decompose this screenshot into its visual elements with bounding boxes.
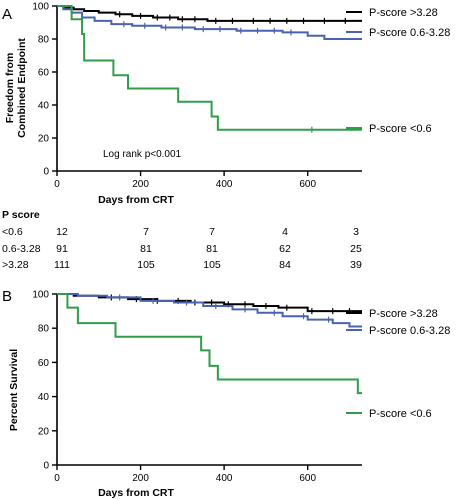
- panel-b-x-tick-label: 0: [54, 473, 60, 484]
- panel-a-legend-label-0: P-score >3.28: [369, 7, 438, 19]
- risk-table-cell: 81: [140, 243, 152, 255]
- risk-table-cell: 3: [353, 226, 359, 238]
- panel-b-legend-label-1: P-score 0.6-3.28: [369, 325, 450, 337]
- panel-a-series-line-1: [57, 5, 362, 40]
- panel-a-y-tick-label: 80: [38, 35, 50, 46]
- risk-table-cell: 7: [209, 226, 215, 238]
- risk-table-cell: 111: [54, 259, 70, 271]
- panel-b-y-axis-label: Percent Survival: [8, 349, 20, 431]
- panel-a-legend-label-1: P-score 0.6-3.28: [369, 27, 450, 39]
- panel-a-series-line-0: [57, 5, 362, 22]
- panel-a-x-axis-label: Days from CRT: [98, 194, 174, 206]
- risk-table-cell: 62: [279, 243, 291, 255]
- panel-b-x-tick-label: 400: [216, 473, 233, 484]
- panel-b-y-tick-label: 80: [38, 324, 50, 335]
- risk-table-cell: 91: [56, 243, 68, 255]
- panel-b-series-line-1: [57, 293, 362, 328]
- panel-a-x-tick-label: 600: [299, 179, 316, 190]
- panel-a-log-rank-annotation: Log rank p<0.001: [103, 149, 182, 160]
- risk-table-cell: 105: [137, 259, 155, 271]
- panel-a-y-tick-label: 20: [38, 134, 50, 145]
- panel-b-y-tick-label: 0: [43, 461, 49, 472]
- panel-b-x-axis-label: Days from CRT: [98, 487, 174, 499]
- risk-table-header: P score: [2, 209, 40, 221]
- panel-b-x-tick-label: 600: [299, 473, 316, 484]
- risk-table-cell: 12: [56, 226, 68, 238]
- panel-a-axes: [56, 6, 362, 172]
- risk-table-cell: 4: [282, 226, 288, 238]
- risk-table-row-label: >3.28: [2, 259, 29, 271]
- panel-a-x-tick-label: 200: [132, 179, 149, 190]
- panel-b-y-tick-label: 60: [38, 358, 50, 369]
- risk-table-row-label: <0.6: [2, 226, 23, 238]
- panel-a-y-axis-label-line2: Combined Endpoint: [16, 38, 28, 138]
- risk-table-cell: 25: [350, 243, 362, 255]
- panel-b-y-tick-label: 100: [32, 290, 49, 301]
- risk-table-cell: 84: [279, 259, 291, 271]
- panel-a-y-axis-label-line1: Freedom from: [4, 53, 16, 124]
- panel-a-y-tick-label: 100: [32, 2, 49, 13]
- risk-table-cell: 105: [203, 259, 221, 271]
- panel-b-x-tick-label: 200: [132, 473, 149, 484]
- panel-a-y-tick-label: 60: [38, 68, 50, 79]
- risk-table-cell: 39: [350, 259, 362, 271]
- panel-b-axes: [56, 294, 362, 466]
- panel-b-legend-label-0: P-score >3.28: [369, 308, 438, 320]
- panel-a-series-line-2: [57, 5, 362, 131]
- panel-a-legend-label-2: P-score <0.6: [369, 123, 432, 135]
- panel-b-y-tick-label: 40: [38, 392, 50, 403]
- risk-table-cell: 81: [206, 243, 218, 255]
- panel-a-letter: A: [2, 6, 12, 23]
- risk-table-row-label: 0.6-3.28: [2, 243, 41, 255]
- panel-a-y-tick-label: 40: [38, 101, 50, 112]
- panel-b-y-tick-label: 20: [38, 426, 50, 437]
- panel-a-y-tick-label: 0: [43, 167, 49, 178]
- panel-b-letter: B: [2, 288, 12, 305]
- panel-a-x-tick-label: 0: [54, 179, 60, 190]
- risk-table-cell: 7: [143, 226, 149, 238]
- risk-table: P score <0.6 12 7 7 4 3 0.6-3.28 91 81 81 62 25 >3.2…: [2, 209, 362, 271]
- panel-b-legend-label-2: P-score <0.6: [369, 408, 432, 420]
- panel-b-series-line-2: [57, 293, 362, 395]
- panel-a-x-tick-label: 400: [216, 179, 233, 190]
